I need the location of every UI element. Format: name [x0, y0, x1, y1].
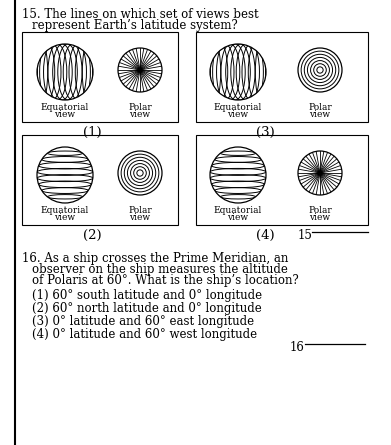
Text: view: view: [129, 110, 151, 119]
Circle shape: [298, 151, 342, 195]
Text: (1) 60° south latitude and 0° longitude: (1) 60° south latitude and 0° longitude: [32, 289, 262, 302]
Text: Equatorial: Equatorial: [214, 103, 262, 112]
FancyBboxPatch shape: [22, 32, 178, 122]
Text: Polar: Polar: [128, 206, 152, 215]
Text: represent Earth’s latitude system?: represent Earth’s latitude system?: [32, 19, 238, 32]
Text: (4): (4): [256, 229, 274, 242]
Circle shape: [210, 44, 266, 100]
Text: view: view: [228, 110, 249, 119]
Circle shape: [118, 48, 162, 92]
Circle shape: [210, 147, 266, 203]
Text: (2): (2): [83, 229, 101, 242]
Circle shape: [37, 147, 93, 203]
Text: Polar: Polar: [128, 103, 152, 112]
Text: 16. As a ship crosses the Prime Meridian, an: 16. As a ship crosses the Prime Meridian…: [22, 252, 289, 265]
Text: (4) 0° latitude and 60° west longitude: (4) 0° latitude and 60° west longitude: [32, 328, 257, 341]
Text: Polar: Polar: [308, 103, 332, 112]
Text: view: view: [54, 110, 75, 119]
Text: view: view: [54, 213, 75, 222]
Text: view: view: [228, 213, 249, 222]
Text: (1): (1): [83, 126, 101, 139]
Circle shape: [138, 68, 142, 72]
Text: (3) 0° latitude and 60° east longitude: (3) 0° latitude and 60° east longitude: [32, 315, 254, 328]
Text: view: view: [129, 213, 151, 222]
Text: 16: 16: [290, 341, 305, 354]
Circle shape: [118, 151, 162, 195]
FancyBboxPatch shape: [196, 135, 368, 225]
Text: observer on the ship measures the altitude: observer on the ship measures the altitu…: [32, 263, 288, 276]
Circle shape: [318, 171, 322, 175]
Text: 15. The lines on which set of views best: 15. The lines on which set of views best: [22, 8, 258, 21]
Text: Equatorial: Equatorial: [214, 206, 262, 215]
Text: 15: 15: [298, 229, 313, 242]
Text: view: view: [309, 213, 330, 222]
Circle shape: [37, 44, 93, 100]
Text: Equatorial: Equatorial: [41, 103, 89, 112]
Circle shape: [298, 48, 342, 92]
FancyBboxPatch shape: [22, 135, 178, 225]
FancyBboxPatch shape: [196, 32, 368, 122]
Text: view: view: [309, 110, 330, 119]
Text: Polar: Polar: [308, 206, 332, 215]
Text: of Polaris at 60°. What is the ship’s location?: of Polaris at 60°. What is the ship’s lo…: [32, 274, 299, 287]
Text: (2) 60° north latitude and 0° longitude: (2) 60° north latitude and 0° longitude: [32, 302, 262, 315]
Text: Equatorial: Equatorial: [41, 206, 89, 215]
Text: (3): (3): [256, 126, 274, 139]
